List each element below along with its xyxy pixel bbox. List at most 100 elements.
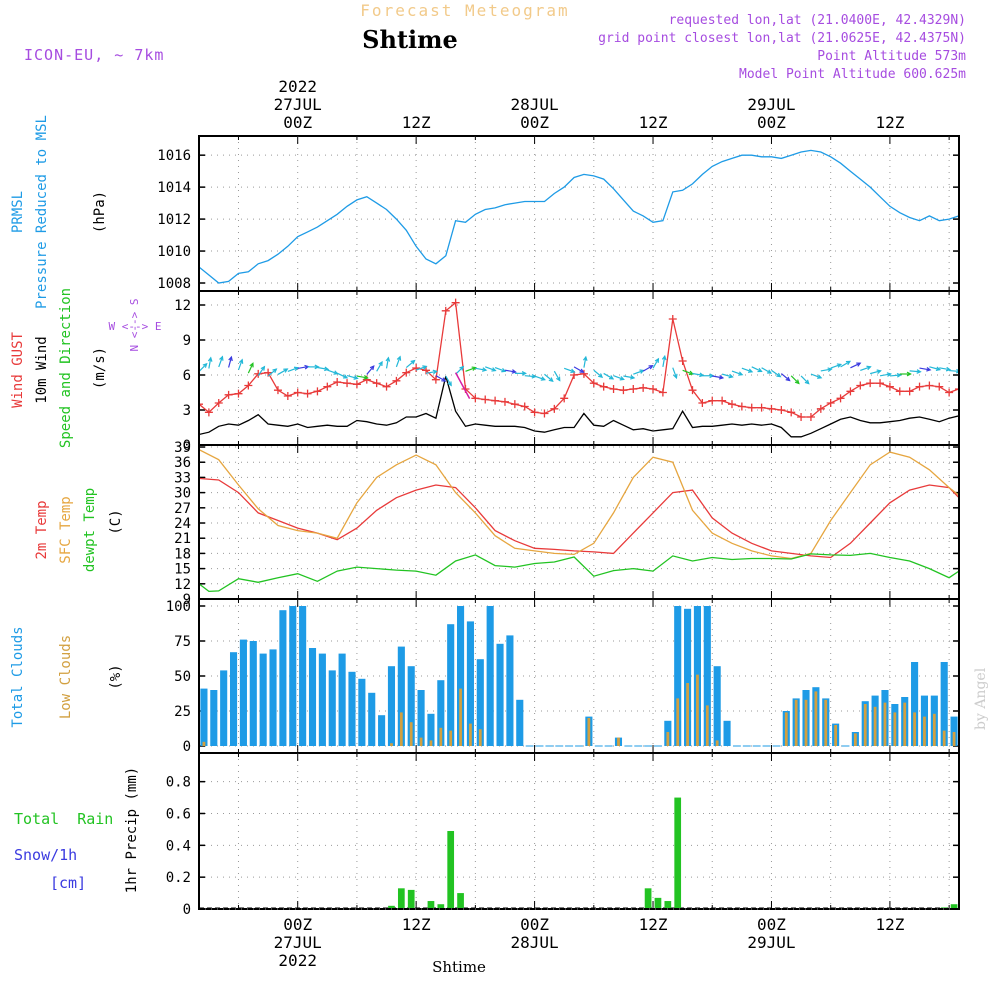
gust-marker bbox=[767, 404, 776, 413]
time-label: 12Z bbox=[875, 113, 904, 132]
gust-marker bbox=[550, 404, 559, 413]
gust-marker bbox=[293, 388, 302, 397]
rain-bar bbox=[664, 901, 672, 908]
plot-panels: 1008101010121014101603691291215182124273… bbox=[157, 135, 970, 918]
wind-arrow bbox=[395, 356, 401, 368]
time-label: 29JUL bbox=[747, 933, 795, 952]
panel-frame bbox=[198, 290, 960, 446]
low-cloud-bar bbox=[784, 712, 788, 746]
wind-arrow-head bbox=[363, 375, 369, 380]
wind-arrow-head bbox=[648, 365, 654, 370]
wind-arrow-head bbox=[432, 369, 438, 375]
low-cloud-bar bbox=[893, 712, 897, 746]
series-line-sfc-temp bbox=[200, 449, 958, 560]
wind-arrow-head bbox=[293, 366, 300, 372]
gust-marker bbox=[895, 387, 904, 396]
wind-arrow bbox=[830, 363, 842, 369]
total-cloud-bar bbox=[269, 649, 277, 746]
gust-marker bbox=[244, 381, 253, 390]
panel-frame bbox=[198, 444, 960, 600]
gust-marker bbox=[688, 386, 697, 395]
y-tick-label: 1014 bbox=[157, 180, 191, 196]
gust-marker bbox=[382, 382, 391, 391]
rain-bar bbox=[950, 904, 958, 908]
gust-marker bbox=[333, 378, 342, 386]
wind-arrow-head bbox=[228, 355, 233, 362]
low-cloud-bar bbox=[913, 712, 916, 746]
wind-arrow-head bbox=[609, 375, 615, 380]
y-tick-label: 75 bbox=[174, 634, 191, 650]
wind-arrow-head bbox=[556, 376, 561, 382]
time-label: 27JUL bbox=[274, 933, 322, 952]
low-cloud-bar bbox=[439, 727, 443, 746]
gust-marker bbox=[658, 388, 667, 397]
wind-arrow bbox=[247, 363, 254, 374]
wind-arrow bbox=[563, 367, 575, 373]
wind-arrow bbox=[425, 370, 437, 374]
total-cloud-bar bbox=[713, 666, 721, 746]
low-cloud-bar bbox=[705, 705, 709, 746]
wind-arrow bbox=[317, 366, 329, 370]
low-cloud-bar bbox=[923, 716, 926, 746]
y-tick-label: 0 bbox=[183, 902, 191, 918]
total-cloud-bar bbox=[911, 662, 919, 746]
low-cloud-bar bbox=[942, 730, 946, 746]
y-tick-label: 9 bbox=[183, 592, 191, 608]
wind-arrow-head bbox=[945, 366, 952, 372]
wind-arrow-head bbox=[249, 362, 254, 368]
rain-bar bbox=[674, 797, 682, 908]
gust-marker bbox=[668, 315, 677, 323]
low-cloud-bar bbox=[686, 683, 689, 746]
total-cloud-bar bbox=[674, 606, 682, 746]
y-tick-label: 39 bbox=[174, 440, 191, 456]
total-cloud-bar bbox=[506, 635, 514, 746]
low-cloud-bar bbox=[429, 740, 433, 746]
total-cloud-bar bbox=[703, 606, 711, 746]
wind-arrow-head bbox=[896, 372, 902, 378]
gust-marker bbox=[866, 379, 875, 388]
wind-arrow-head bbox=[966, 372, 970, 376]
label-pressure-unit: (hPa) bbox=[92, 191, 108, 233]
low-cloud-bar bbox=[903, 702, 907, 746]
wind-arrow bbox=[721, 373, 733, 378]
wind-arrow-head bbox=[385, 356, 391, 362]
label-temp-unit: (C) bbox=[108, 509, 124, 534]
series-line-dewpt-temp bbox=[200, 552, 958, 593]
wind-arrow-head bbox=[491, 367, 497, 372]
rain-bar bbox=[427, 901, 435, 908]
location-title: Shtime bbox=[362, 25, 458, 54]
wind-arrow-head bbox=[548, 377, 554, 383]
time-label: 00Z bbox=[520, 915, 549, 934]
wind-arrow-head bbox=[886, 372, 892, 377]
rain-bar bbox=[407, 889, 415, 908]
gust-marker bbox=[905, 387, 914, 396]
label-total-clouds: Total Clouds bbox=[10, 626, 26, 727]
wind-arrow bbox=[544, 373, 554, 382]
gust-marker bbox=[200, 403, 203, 405]
gust-marker bbox=[846, 387, 855, 396]
wind-arrow bbox=[889, 374, 901, 377]
wind-arrow-head bbox=[916, 369, 922, 374]
low-cloud-bar bbox=[587, 718, 591, 746]
rain-bar bbox=[457, 893, 464, 908]
footer-location: Shtime bbox=[432, 958, 486, 976]
wind-arrow bbox=[267, 368, 277, 377]
time-label: 00Z bbox=[520, 113, 549, 132]
gust-marker bbox=[856, 381, 865, 390]
total-cloud-bar bbox=[308, 648, 317, 746]
gust-marker bbox=[392, 376, 401, 385]
total-cloud-bar bbox=[723, 720, 731, 746]
label-snow-unit: [cm] bbox=[50, 874, 86, 892]
wind-arrow bbox=[475, 367, 487, 371]
wind-arrow-head bbox=[447, 381, 452, 387]
total-cloud-bar bbox=[210, 690, 218, 746]
wind-arrow bbox=[534, 375, 545, 381]
time-label: 28JUL bbox=[510, 933, 558, 952]
y-tick-label: 24 bbox=[174, 516, 191, 532]
y-tick-label: 100 bbox=[166, 599, 191, 615]
total-cloud-bar bbox=[249, 641, 257, 746]
total-cloud-bar bbox=[299, 606, 307, 746]
y-tick-label: 50 bbox=[174, 669, 191, 685]
